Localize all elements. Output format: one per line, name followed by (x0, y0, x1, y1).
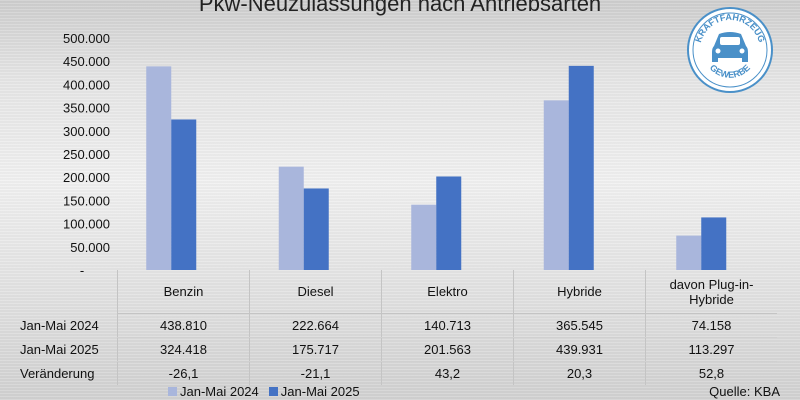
y-tick-label: 350.000 (63, 101, 110, 116)
legend: Jan-Mai 2024 Jan-Mai 2025 (168, 384, 360, 399)
table-cell: 438.810 (117, 313, 250, 338)
data-table: Benzin Diesel Elektro Hybride davon Plug… (18, 270, 777, 385)
table-cell: 113.297 (645, 337, 777, 362)
bar (543, 100, 569, 271)
chart-title: Pkw-Neuzulassungen nach Antriebsarten (198, 0, 602, 16)
table-header-row: Benzin Diesel Elektro Hybride davon Plug… (18, 270, 777, 314)
row-label: Veränderung (20, 365, 95, 381)
category-label: davon Plug-in- Hybride (645, 270, 777, 314)
table-cell: 201.563 (381, 337, 514, 362)
legend-swatch (268, 387, 278, 396)
table-cell: -21,1 (249, 361, 382, 385)
y-tick-label: 300.000 (63, 124, 110, 139)
bar (568, 65, 594, 271)
y-tick-label: 450.000 (63, 54, 110, 69)
table-cell: 74.158 (645, 313, 777, 338)
y-tick-label: 250.000 (63, 147, 110, 162)
table-cell: 140.713 (381, 313, 514, 338)
kraftfahrzeug-gewerbe-logo: KRAFTFAHRZEUG GEWERBE (686, 6, 774, 99)
row-label: Jan-Mai 2024 (20, 318, 99, 333)
table-cell: 43,2 (381, 361, 514, 385)
table-cell: 52,8 (645, 361, 777, 385)
y-tick-label: - (80, 263, 84, 278)
bar (146, 66, 172, 271)
bar (411, 204, 437, 270)
table-cell: 20,3 (513, 361, 646, 385)
bar-chart: - 50.000 100.000 150.000 200.000 250.000 300.0… (63, 31, 727, 278)
table-row: Jan-Mai 2024 438.810 222.664 140.713 365… (18, 313, 777, 338)
y-tick-label: 150.000 (63, 193, 110, 208)
category-label: Elektro (381, 270, 514, 314)
table-cell: -26,1 (117, 361, 250, 385)
y-tick-label: 50.000 (70, 240, 110, 255)
legend-item: Jan-Mai 2025 (268, 384, 360, 399)
y-tick-label: 100.000 (63, 217, 110, 232)
bar (436, 176, 462, 270)
table-cell: 175.717 (249, 337, 382, 362)
legend-swatch (168, 387, 177, 396)
table-row: Jan-Mai 2025 324.418 175.717 201.563 439… (18, 337, 777, 362)
table-cell: 365.545 (513, 313, 646, 338)
y-tick-label: 500.000 (63, 31, 110, 46)
source-note: Quelle: KBA (709, 384, 780, 399)
bar (171, 119, 197, 270)
category-label: Diesel (249, 270, 382, 314)
bar (303, 188, 329, 270)
bar (278, 166, 304, 270)
table-cell: 222.664 (249, 313, 382, 338)
category-label: Hybride (513, 270, 646, 314)
table-cell: 324.418 (117, 337, 250, 362)
table-cell: 439.931 (513, 337, 646, 362)
row-label: Jan-Mai 2025 (20, 342, 99, 357)
y-tick-label: 400.000 (63, 77, 110, 92)
bar (676, 235, 702, 270)
legend-item: Jan-Mai 2024 (168, 384, 259, 399)
svg-text:GEWERBE: GEWERBE (708, 62, 752, 80)
bar (701, 217, 727, 270)
y-tick-label: 200.000 (63, 170, 110, 185)
category-label: Benzin (117, 270, 250, 314)
table-row: Veränderung -26,1 -21,1 43,2 20,3 52,8 (18, 361, 777, 385)
